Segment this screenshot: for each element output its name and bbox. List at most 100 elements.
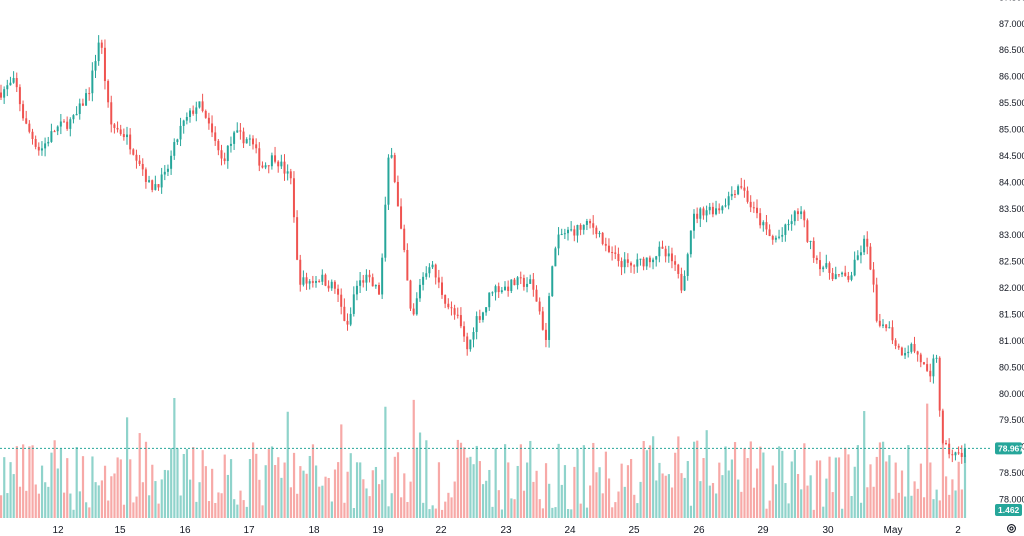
y-tick-label: 81.000 [999, 336, 1024, 346]
volume-bar [204, 466, 207, 518]
volume-bar [819, 460, 822, 518]
candle-body [793, 211, 796, 222]
volume-bar [59, 448, 63, 518]
volume-bar [705, 430, 708, 518]
volume-bar [267, 449, 270, 518]
time-axis[interactable]: 12 15 16 17 18 19 22 23 24 25 26 29 30 May 2 [52, 525, 961, 536]
candle-body [97, 42, 100, 62]
volume-bar [122, 504, 126, 518]
x-tick-label: 2 [955, 525, 961, 536]
volume-bar [497, 490, 500, 518]
volume-bar [784, 483, 787, 518]
volume-bar [708, 485, 711, 518]
candle-body [50, 131, 53, 142]
candle-body [459, 315, 462, 327]
candle-body [412, 308, 415, 315]
candle-body [519, 277, 522, 279]
y-tick-label: 80.500 [999, 362, 1024, 372]
volume-bar [217, 492, 220, 518]
volume-bar [129, 459, 132, 518]
volume-bar [825, 478, 828, 518]
volume-bar [570, 509, 573, 518]
x-tick-label: 26 [693, 525, 705, 536]
candle-body [365, 274, 368, 283]
candle-body [882, 324, 884, 326]
candle-body [176, 139, 179, 143]
volume-bar [626, 465, 630, 518]
chart-settings-button[interactable] [1004, 521, 1018, 535]
candle-body [450, 307, 453, 309]
volume-bar [544, 463, 548, 518]
volume-bar [872, 486, 875, 518]
candle-body [595, 227, 598, 235]
candle-body [963, 448, 966, 457]
volume-bar [513, 499, 516, 518]
candle-body [318, 281, 321, 283]
volume-bar [796, 473, 800, 518]
volume-bar [81, 456, 85, 518]
volume-bar [69, 493, 72, 518]
volume-bar [762, 452, 765, 518]
candle-body [762, 222, 765, 226]
volume-bar [233, 499, 236, 518]
last-price-badge: 78.967 [995, 442, 1024, 455]
candle-body [72, 115, 75, 120]
volume-bar [938, 500, 941, 518]
volume-bar [286, 411, 289, 518]
volume-bar [400, 497, 403, 518]
candle-body [733, 193, 736, 195]
volume-bar [126, 417, 129, 518]
y-tick-label: 86.500 [999, 45, 1024, 55]
candle-body [888, 327, 891, 329]
volume-bar [280, 477, 283, 518]
volume-bar [226, 474, 229, 518]
last-volume-label: 1.462 K [998, 505, 1024, 515]
candle-body [346, 320, 349, 325]
volume-bar [601, 493, 604, 518]
candle-body [469, 339, 472, 350]
volume-bar [557, 443, 560, 518]
volume-bar [926, 403, 929, 518]
candle-body [116, 127, 119, 130]
candle-body [567, 229, 569, 234]
candle-body [954, 452, 957, 456]
volume-bar [859, 502, 863, 518]
volume-bar [579, 503, 582, 518]
volume-bar [296, 493, 299, 518]
volume-bar [321, 485, 324, 518]
volume-bar [3, 457, 6, 518]
candle-body [696, 213, 699, 219]
volume-bar [882, 441, 885, 518]
volume-bar [841, 508, 844, 518]
candle-body [699, 208, 702, 219]
candle-body [138, 160, 141, 164]
volume-bar [472, 464, 475, 518]
volume-bar [837, 457, 841, 518]
volume-bar [403, 473, 406, 518]
volume-bar [359, 462, 362, 518]
candle-body [47, 141, 50, 144]
candle-body [589, 220, 592, 224]
x-tick-label: 23 [500, 525, 512, 536]
volume-bar [463, 447, 466, 518]
candle-body [529, 279, 532, 284]
candle-body [570, 229, 573, 231]
candle-body [126, 134, 128, 138]
candle-body [516, 277, 519, 286]
candle-body [488, 292, 491, 308]
volume-bar [100, 480, 103, 518]
price-axis[interactable]: 78.00078.50079.00079.50080.00080.50081.0… [999, 0, 1024, 505]
volume-bar [63, 492, 66, 518]
candle-body [141, 163, 144, 170]
volume-bar [211, 468, 214, 518]
candle-body [330, 281, 333, 289]
volume-bar [645, 450, 648, 518]
volume-bar [85, 502, 88, 518]
candle-body [400, 206, 403, 229]
candle-body [103, 47, 106, 82]
candle-body [189, 110, 191, 117]
volume-bar [31, 445, 34, 518]
candle-body [774, 237, 777, 240]
volume-bar [815, 460, 819, 518]
